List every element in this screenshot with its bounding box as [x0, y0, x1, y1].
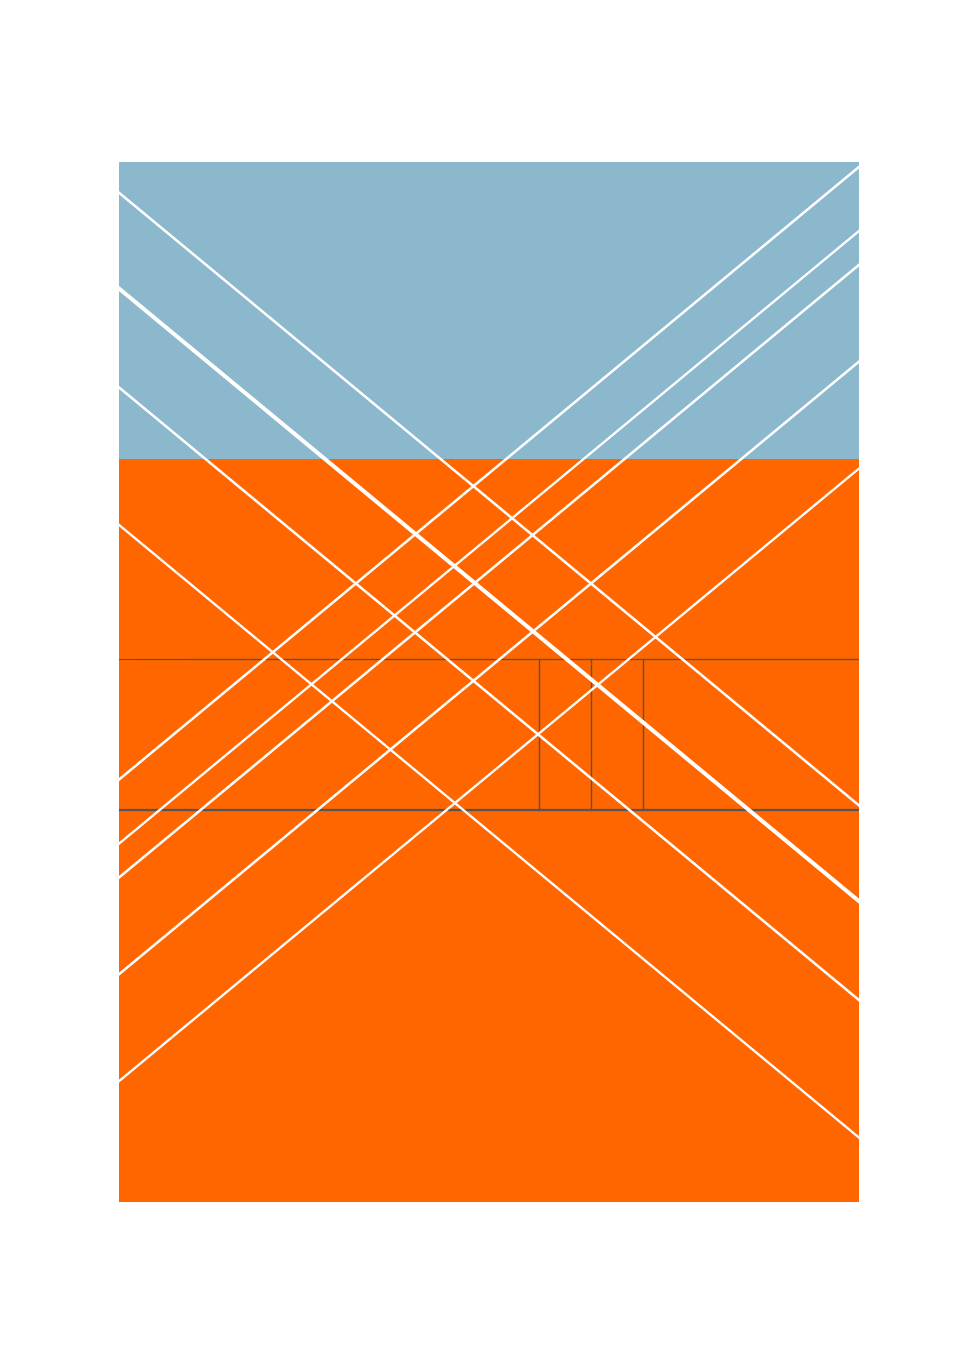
Text: Virtual router redundancy protocol (VRRP) is configuring Virtual router (VRRP Gr: Virtual router redundancy protocol (VRRP… [288, 250, 782, 389]
Text: IP : 10.0.0.2/24: IP : 10.0.0.2/24 [439, 688, 508, 698]
Text: In case routers have same priorities, then a router, which has lower IP address,: In case routers have same priorities, th… [288, 869, 781, 965]
FancyBboxPatch shape [0, 0, 953, 459]
FancyBboxPatch shape [85, 533, 590, 976]
Text: UMN:CLI: UMN:CLI [757, 200, 806, 213]
Text: VRRP Operation: VRRP Operation [424, 834, 523, 848]
Ellipse shape [0, 0, 953, 867]
FancyBboxPatch shape [0, 0, 953, 459]
Text: !: ! [233, 394, 237, 404]
Text: Backup Router 3: Backup Router 3 [553, 674, 628, 683]
FancyBboxPatch shape [0, 0, 953, 659]
FancyBboxPatch shape [0, 0, 953, 459]
Text: User  Manual: User Manual [174, 200, 252, 213]
Text: IP : 10.0.0.3/24: IP : 10.0.0.3/24 [557, 688, 624, 698]
Text: Backup Router 2: Backup Router 2 [436, 674, 511, 683]
Text: SURPASS hiD 6615 S223/S323 R1.5: SURPASS hiD 6615 S223/S323 R1.5 [174, 215, 382, 227]
FancyBboxPatch shape [376, 533, 882, 976]
Text: : 10.0.0.5/24: : 10.0.0.5/24 [444, 726, 511, 737]
Ellipse shape [0, 558, 953, 1350]
Text: 227: 227 [783, 1157, 806, 1170]
Text: Routing functionalities such as RIP, OSPF, BGP, VRRP and PIM-SM are only availab: Routing functionalities such as RIP, OSP… [288, 389, 772, 413]
Text: IP : 10.0.0.1/24: IP : 10.0.0.1/24 [321, 688, 390, 698]
FancyBboxPatch shape [0, 0, 953, 659]
Text: A50010-Y3-C150-2-7619: A50010-Y3-C150-2-7619 [174, 1157, 318, 1170]
FancyBboxPatch shape [0, 0, 953, 659]
FancyBboxPatch shape [0, 0, 953, 459]
Text: Backup Router 1: Backup Router 1 [318, 674, 393, 683]
FancyBboxPatch shape [148, 404, 797, 834]
FancyBboxPatch shape [0, 0, 953, 659]
FancyBboxPatch shape [0, 0, 953, 459]
FancyBboxPatch shape [0, 0, 953, 659]
Text: Associate IP : 10.0.0.5/24: Associate IP : 10.0.0.5/24 [344, 539, 476, 548]
FancyBboxPatch shape [0, 0, 953, 459]
FancyBboxPatch shape [0, 0, 953, 659]
